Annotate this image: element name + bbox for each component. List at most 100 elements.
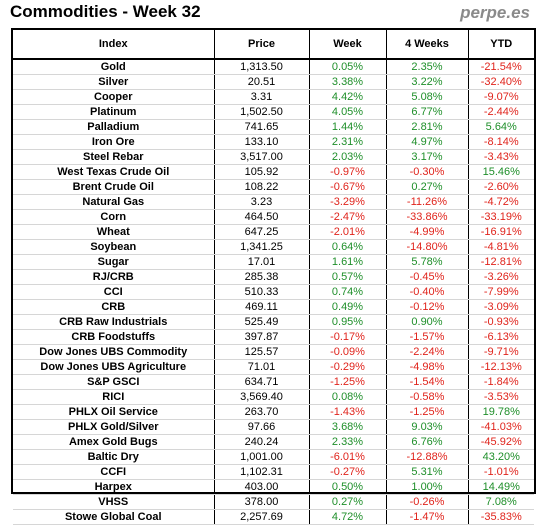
cell-index-name: Dow Jones UBS Agriculture bbox=[13, 359, 215, 375]
cell-4-weeks-change: 3.17% bbox=[386, 149, 469, 165]
column-header-4-weeks: 4 Weeks bbox=[386, 30, 469, 60]
cell-week-change: 2.03% bbox=[309, 149, 387, 165]
cell-4-weeks-change: -33.86% bbox=[386, 209, 469, 225]
cell-ytd-change: 14.49% bbox=[468, 479, 534, 495]
cell-index-name: Amex Gold Bugs bbox=[13, 434, 215, 450]
cell-price: 71.01 bbox=[214, 359, 310, 375]
cell-4-weeks-change: -12.88% bbox=[386, 449, 469, 465]
cell-price: 125.57 bbox=[214, 344, 310, 360]
cell-index-name: RICI bbox=[13, 389, 215, 405]
cell-4-weeks-change: -4.98% bbox=[386, 359, 469, 375]
page-title: Commodities - Week 32 bbox=[10, 2, 201, 21]
cell-index-name: Soybean bbox=[13, 239, 215, 255]
cell-4-weeks-change: 0.90% bbox=[386, 314, 469, 330]
cell-ytd-change: -1.84% bbox=[468, 374, 534, 390]
cell-week-change: -2.01% bbox=[309, 224, 387, 240]
cell-index-name: CCI bbox=[13, 284, 215, 300]
cell-index-name: S&P GSCI bbox=[13, 374, 215, 390]
commodities-table: Index Price Week 4 Weeks YTD Gold 1,313.5… bbox=[13, 30, 534, 525]
table-row: Baltic Dry 1,001.00 -6.01% -12.88% 43.20% bbox=[13, 449, 534, 465]
table-row: Stowe Global Coal 2,257.69 4.72% -1.47% -35.… bbox=[13, 509, 534, 525]
cell-week-change: 2.33% bbox=[309, 434, 387, 450]
cell-index-name: Cooper bbox=[13, 89, 215, 105]
cell-week-change: 0.05% bbox=[309, 59, 387, 75]
cell-index-name: CRB Foodstuffs bbox=[13, 329, 215, 345]
cell-ytd-change: -35.83% bbox=[468, 509, 534, 525]
cell-ytd-change: -0.93% bbox=[468, 314, 534, 330]
cell-price: 97.66 bbox=[214, 419, 310, 435]
column-header-ytd: YTD bbox=[468, 30, 534, 60]
cell-price: 133.10 bbox=[214, 134, 310, 150]
table-row: Natural Gas 3.23 -3.29% -11.26% -4.72% bbox=[13, 194, 534, 210]
cell-4-weeks-change: -1.57% bbox=[386, 329, 469, 345]
cell-week-change: 4.72% bbox=[309, 509, 387, 525]
cell-4-weeks-change: -0.40% bbox=[386, 284, 469, 300]
cell-week-change: 4.42% bbox=[309, 89, 387, 105]
cell-ytd-change: -9.07% bbox=[468, 89, 534, 105]
cell-week-change: -1.43% bbox=[309, 404, 387, 420]
table-row: Corn 464.50 -2.47% -33.86% -33.19% bbox=[13, 209, 534, 225]
table-row: RJ/CRB 285.38 0.57% -0.45% -3.26% bbox=[13, 269, 534, 285]
cell-price: 105.92 bbox=[214, 164, 310, 180]
cell-4-weeks-change: -0.12% bbox=[386, 299, 469, 315]
table-header-row: Index Price Week 4 Weeks YTD bbox=[13, 30, 534, 60]
cell-price: 647.25 bbox=[214, 224, 310, 240]
cell-ytd-change: -21.54% bbox=[468, 59, 534, 75]
cell-ytd-change: -3.09% bbox=[468, 299, 534, 315]
table-row: RICI 3,569.40 0.08% -0.58% -3.53% bbox=[13, 389, 534, 405]
cell-week-change: 1.44% bbox=[309, 119, 387, 135]
cell-price: 2,257.69 bbox=[214, 509, 310, 525]
cell-price: 285.38 bbox=[214, 269, 310, 285]
table-row: Wheat 647.25 -2.01% -4.99% -16.91% bbox=[13, 224, 534, 240]
cell-week-change: -0.09% bbox=[309, 344, 387, 360]
cell-price: 3,569.40 bbox=[214, 389, 310, 405]
cell-index-name: Corn bbox=[13, 209, 215, 225]
cell-ytd-change: -1.01% bbox=[468, 464, 534, 480]
cell-4-weeks-change: 2.81% bbox=[386, 119, 469, 135]
cell-4-weeks-change: 1.00% bbox=[386, 479, 469, 495]
cell-week-change: 0.64% bbox=[309, 239, 387, 255]
cell-ytd-change: -12.81% bbox=[468, 254, 534, 270]
cell-week-change: -0.97% bbox=[309, 164, 387, 180]
table-row: S&P GSCI 634.71 -1.25% -1.54% -1.84% bbox=[13, 374, 534, 390]
cell-ytd-change: 7.08% bbox=[468, 494, 534, 510]
cell-index-name: Baltic Dry bbox=[13, 449, 215, 465]
cell-week-change: 0.74% bbox=[309, 284, 387, 300]
cell-4-weeks-change: -11.26% bbox=[386, 194, 469, 210]
cell-ytd-change: -45.92% bbox=[468, 434, 534, 450]
cell-4-weeks-change: 5.78% bbox=[386, 254, 469, 270]
cell-week-change: 0.95% bbox=[309, 314, 387, 330]
table-row: CRB Raw Industrials 525.49 0.95% 0.90% -0.93… bbox=[13, 314, 534, 330]
cell-index-name: RJ/CRB bbox=[13, 269, 215, 285]
cell-4-weeks-change: -1.47% bbox=[386, 509, 469, 525]
cell-price: 3.31 bbox=[214, 89, 310, 105]
cell-index-name: Stowe Global Coal bbox=[13, 509, 215, 525]
cell-index-name: CCFI bbox=[13, 464, 215, 480]
cell-week-change: -0.67% bbox=[309, 179, 387, 195]
cell-price: 108.22 bbox=[214, 179, 310, 195]
cell-ytd-change: -4.81% bbox=[468, 239, 534, 255]
cell-index-name: CRB Raw Industrials bbox=[13, 314, 215, 330]
cell-week-change: 0.57% bbox=[309, 269, 387, 285]
cell-ytd-change: -7.99% bbox=[468, 284, 534, 300]
cell-price: 397.87 bbox=[214, 329, 310, 345]
cell-ytd-change: 19.78% bbox=[468, 404, 534, 420]
cell-index-name: Harpex bbox=[13, 479, 215, 495]
cell-index-name: VHSS bbox=[13, 494, 215, 510]
cell-week-change: 3.38% bbox=[309, 74, 387, 90]
cell-4-weeks-change: 5.31% bbox=[386, 464, 469, 480]
cell-week-change: -0.29% bbox=[309, 359, 387, 375]
table-row: Cooper 3.31 4.42% 5.08% -9.07% bbox=[13, 89, 534, 105]
cell-week-change: 0.49% bbox=[309, 299, 387, 315]
cell-week-change: 1.61% bbox=[309, 254, 387, 270]
cell-4-weeks-change: -4.99% bbox=[386, 224, 469, 240]
cell-ytd-change: -16.91% bbox=[468, 224, 534, 240]
table-row: Dow Jones UBS Commodity 125.57 -0.09% -2.24… bbox=[13, 344, 534, 360]
cell-index-name: Natural Gas bbox=[13, 194, 215, 210]
cell-4-weeks-change: 6.77% bbox=[386, 104, 469, 120]
cell-4-weeks-change: -0.26% bbox=[386, 494, 469, 510]
table-row: Amex Gold Bugs 240.24 2.33% 6.76% -45.92% bbox=[13, 434, 534, 450]
table-row: Brent Crude Oil 108.22 -0.67% 0.27% -2.60% bbox=[13, 179, 534, 195]
cell-week-change: -6.01% bbox=[309, 449, 387, 465]
cell-price: 20.51 bbox=[214, 74, 310, 90]
